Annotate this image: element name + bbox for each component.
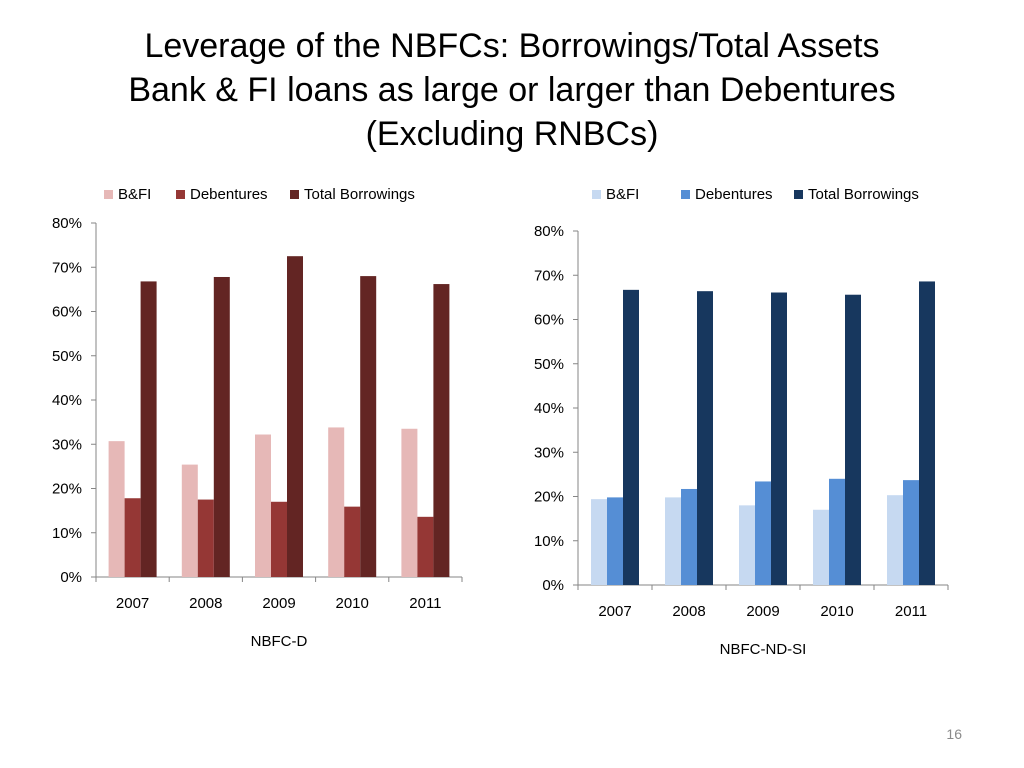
legend-label: Total Borrowings: [304, 186, 415, 203]
slide-title: Leverage of the NBFCs: Borrowings/Total …: [0, 24, 1024, 156]
bar: [213, 276, 230, 577]
bar: [181, 464, 198, 577]
slide-number: 16: [946, 726, 962, 742]
y-tick-label: 0%: [542, 577, 564, 594]
x-tick-label: 2010: [336, 595, 369, 612]
x-tick-label: 2007: [116, 595, 149, 612]
y-tick-label: 30%: [52, 436, 82, 453]
x-tick-label: 2008: [189, 595, 222, 612]
y-tick-label: 50%: [534, 356, 564, 373]
bar: [887, 495, 903, 585]
y-tick-label: 60%: [534, 312, 564, 329]
bar: [140, 281, 157, 577]
bar: [845, 294, 861, 585]
bar: [681, 488, 697, 585]
bar: [607, 497, 623, 585]
bar: [433, 284, 450, 577]
bar: [903, 480, 919, 585]
y-tick-label: 40%: [534, 400, 564, 417]
legend-label: Total Borrowings: [808, 186, 919, 203]
legend-swatch: [681, 190, 690, 199]
y-tick-label: 10%: [534, 533, 564, 550]
y-tick-label: 10%: [52, 525, 82, 542]
bar: [197, 499, 214, 577]
y-tick-label: 70%: [52, 259, 82, 276]
bar: [771, 292, 787, 585]
bar: [271, 501, 287, 577]
bar: [755, 481, 771, 585]
legend-swatch: [592, 190, 601, 199]
legend: B&FI Debentures Total Borrowings: [592, 186, 919, 203]
legend-swatch: [104, 190, 113, 199]
legend-swatch: [794, 190, 803, 199]
title-line-3: (Excluding RNBCs): [365, 115, 659, 153]
x-axis-title: NBFC-D: [251, 633, 308, 650]
bar: [108, 441, 125, 577]
x-tick-label: 2011: [409, 595, 441, 612]
legend: B&FI Debentures Total Borrowings: [104, 186, 415, 203]
legend-label: Debentures: [695, 186, 773, 203]
bar: [255, 434, 271, 577]
bar: [665, 497, 681, 585]
x-tick-label: 2010: [820, 603, 853, 620]
bar: [344, 506, 361, 577]
bar: [697, 291, 713, 585]
bar: [124, 498, 141, 577]
x-tick-label: 2009: [262, 595, 295, 612]
x-tick-label: 2009: [746, 603, 779, 620]
legend-label: B&FI: [118, 186, 151, 203]
bar: [829, 478, 845, 585]
title-line-1: Leverage of the NBFCs: Borrowings/Total …: [144, 27, 880, 65]
x-tick-label: 2008: [672, 603, 705, 620]
bar: [401, 428, 418, 577]
y-tick-label: 20%: [534, 489, 564, 506]
legend-label: B&FI: [606, 186, 639, 203]
title-line-2: Bank & FI loans as large or larger than …: [128, 71, 896, 109]
legend-label: Debentures: [190, 186, 268, 203]
bar: [360, 276, 377, 577]
y-tick-label: 20%: [52, 481, 82, 498]
bar: [287, 256, 303, 577]
chart-svg: B&FI Debentures Total Borrowings 0% 10% 20% 30…: [52, 186, 463, 650]
chart-svg: B&FI Debentures Total Borrowings 0% 10% 20% 30…: [534, 186, 949, 658]
x-tick-label: 2011: [895, 603, 927, 620]
chart-nbfc-d: B&FI Debentures Total Borrowings 0% 10% 20% 30…: [28, 176, 480, 666]
bar: [591, 499, 607, 585]
bar: [623, 289, 639, 585]
bar: [813, 509, 829, 585]
bar: [417, 516, 434, 577]
bar: [919, 281, 935, 585]
bar: [739, 505, 755, 585]
bar: [328, 427, 345, 577]
y-tick-label: 70%: [534, 267, 564, 284]
chart-nbfc-nd-si: B&FI Debentures Total Borrowings 0% 10% 20% 30…: [514, 176, 966, 666]
y-tick-label: 50%: [52, 348, 82, 365]
y-tick-label: 60%: [52, 304, 82, 321]
x-tick-label: 2007: [598, 603, 631, 620]
y-tick-label: 80%: [52, 215, 82, 232]
y-tick-label: 30%: [534, 444, 564, 461]
legend-swatch: [176, 190, 185, 199]
y-tick-label: 40%: [52, 392, 82, 409]
y-tick-label: 0%: [60, 569, 82, 586]
y-tick-label: 80%: [534, 223, 564, 240]
legend-swatch: [290, 190, 299, 199]
x-axis-title: NBFC-ND-SI: [720, 641, 807, 658]
